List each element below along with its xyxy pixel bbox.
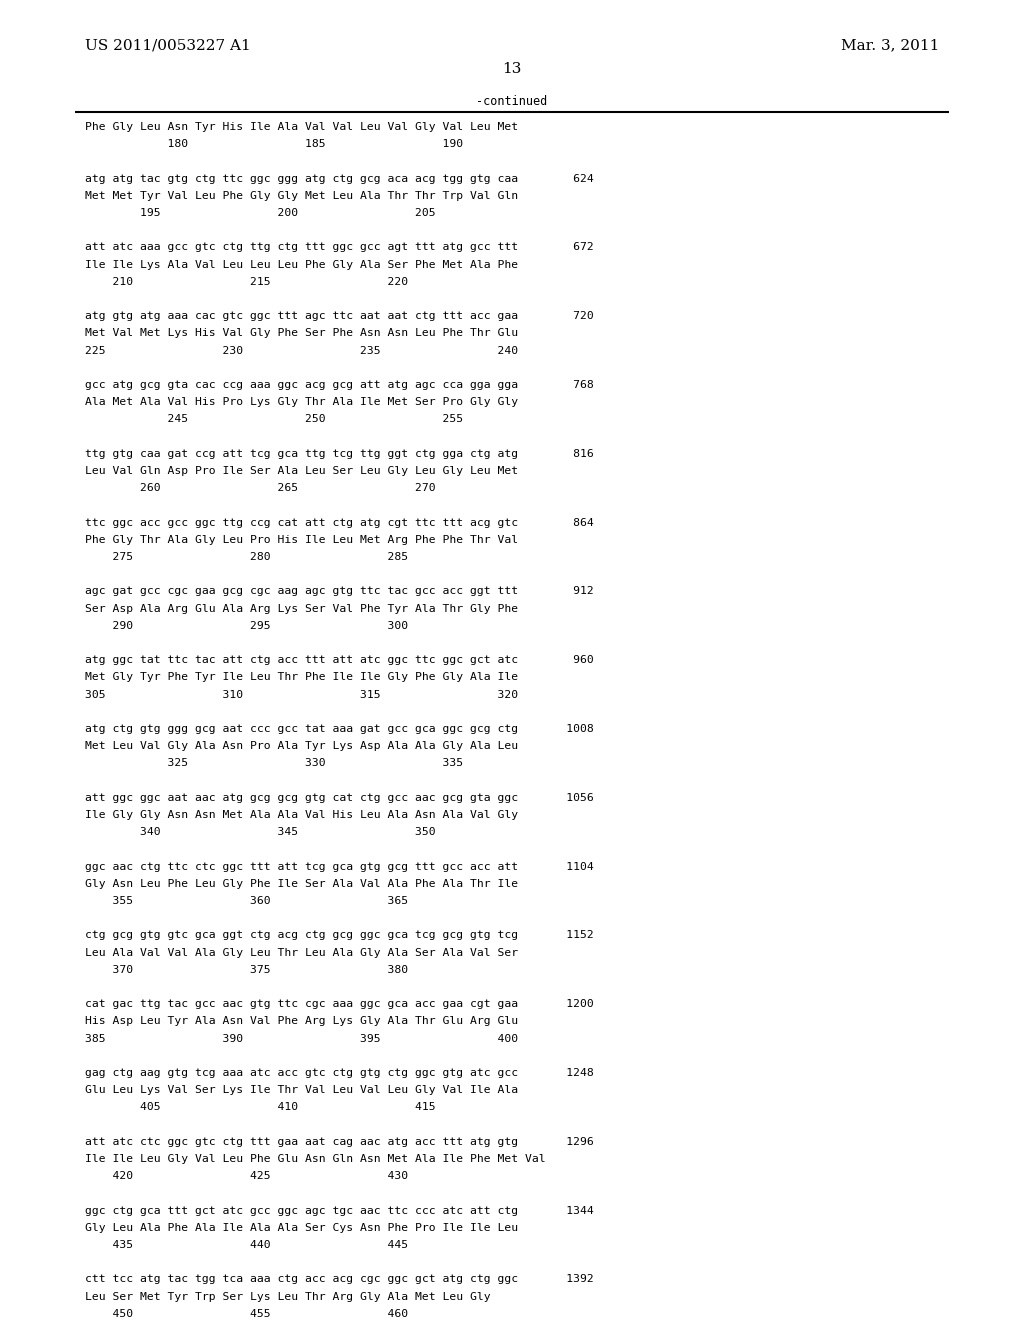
Text: Phe Gly Thr Ala Gly Leu Pro His Ile Leu Met Arg Phe Phe Thr Val: Phe Gly Thr Ala Gly Leu Pro His Ile Leu … xyxy=(85,535,518,545)
Text: gag ctg aag gtg tcg aaa atc acc gtc ctg gtg ctg ggc gtg atc gcc       1248: gag ctg aag gtg tcg aaa atc acc gtc ctg … xyxy=(85,1068,594,1078)
Text: 180                 185                 190: 180 185 190 xyxy=(85,139,463,149)
Text: 260                 265                 270: 260 265 270 xyxy=(85,483,435,494)
Text: Gly Asn Leu Phe Leu Gly Phe Ile Ser Ala Val Ala Phe Ala Thr Ile: Gly Asn Leu Phe Leu Gly Phe Ile Ser Ala … xyxy=(85,879,518,888)
Text: Met Gly Tyr Phe Tyr Ile Leu Thr Phe Ile Ile Gly Phe Gly Ala Ile: Met Gly Tyr Phe Tyr Ile Leu Thr Phe Ile … xyxy=(85,672,518,682)
Text: Leu Ala Val Val Ala Gly Leu Thr Leu Ala Gly Ala Ser Ala Val Ser: Leu Ala Val Val Ala Gly Leu Thr Leu Ala … xyxy=(85,948,518,957)
Text: ttg gtg caa gat ccg att tcg gca ttg tcg ttg ggt ctg gga ctg atg        816: ttg gtg caa gat ccg att tcg gca ttg tcg … xyxy=(85,449,594,459)
Text: Ala Met Ala Val His Pro Lys Gly Thr Ala Ile Met Ser Pro Gly Gly: Ala Met Ala Val His Pro Lys Gly Thr Ala … xyxy=(85,397,518,407)
Text: 210                 215                 220: 210 215 220 xyxy=(85,277,409,286)
Text: gcc atg gcg gta cac ccg aaa ggc acg gcg att atg agc cca gga gga        768: gcc atg gcg gta cac ccg aaa ggc acg gcg … xyxy=(85,380,594,389)
Text: ttc ggc acc gcc ggc ttg ccg cat att ctg atg cgt ttc ttt acg gtc        864: ttc ggc acc gcc ggc ttg ccg cat att ctg … xyxy=(85,517,594,528)
Text: att ggc ggc aat aac atg gcg gcg gtg cat ctg gcc aac gcg gta ggc       1056: att ggc ggc aat aac atg gcg gcg gtg cat … xyxy=(85,793,594,803)
Text: ctg gcg gtg gtc gca ggt ctg acg ctg gcg ggc gca tcg gcg gtg tcg       1152: ctg gcg gtg gtc gca ggt ctg acg ctg gcg … xyxy=(85,931,594,940)
Text: Ile Ile Leu Gly Val Leu Phe Glu Asn Gln Asn Met Ala Ile Phe Met Val: Ile Ile Leu Gly Val Leu Phe Glu Asn Gln … xyxy=(85,1154,546,1164)
Text: atg ggc tat ttc tac att ctg acc ttt att atc ggc ttc ggc gct atc        960: atg ggc tat ttc tac att ctg acc ttt att … xyxy=(85,655,594,665)
Text: Ile Gly Gly Asn Asn Met Ala Ala Val His Leu Ala Asn Ala Val Gly: Ile Gly Gly Asn Asn Met Ala Ala Val His … xyxy=(85,810,518,820)
Text: 13: 13 xyxy=(503,62,521,77)
Text: 195                 200                 205: 195 200 205 xyxy=(85,209,435,218)
Text: 405                 410                 415: 405 410 415 xyxy=(85,1102,435,1113)
Text: 450                 455                 460: 450 455 460 xyxy=(85,1309,409,1319)
Text: ggc ctg gca ttt gct atc gcc ggc agc tgc aac ttc ccc atc att ctg       1344: ggc ctg gca ttt gct atc gcc ggc agc tgc … xyxy=(85,1205,594,1216)
Text: Met Leu Val Gly Ala Asn Pro Ala Tyr Lys Asp Ala Ala Gly Ala Leu: Met Leu Val Gly Ala Asn Pro Ala Tyr Lys … xyxy=(85,742,518,751)
Text: -continued: -continued xyxy=(476,95,548,108)
Text: 245                 250                 255: 245 250 255 xyxy=(85,414,463,425)
Text: Met Val Met Lys His Val Gly Phe Ser Phe Asn Asn Leu Phe Thr Glu: Met Val Met Lys His Val Gly Phe Ser Phe … xyxy=(85,329,518,338)
Text: 225                 230                 235                 240: 225 230 235 240 xyxy=(85,346,518,355)
Text: agc gat gcc cgc gaa gcg cgc aag agc gtg ttc tac gcc acc ggt ttt        912: agc gat gcc cgc gaa gcg cgc aag agc gtg … xyxy=(85,586,594,597)
Text: Phe Gly Leu Asn Tyr His Ile Ala Val Val Leu Val Gly Val Leu Met: Phe Gly Leu Asn Tyr His Ile Ala Val Val … xyxy=(85,121,518,132)
Text: att atc ctc ggc gtc ctg ttt gaa aat cag aac atg acc ttt atg gtg       1296: att atc ctc ggc gtc ctg ttt gaa aat cag … xyxy=(85,1137,594,1147)
Text: Gly Leu Ala Phe Ala Ile Ala Ala Ser Cys Asn Phe Pro Ile Ile Leu: Gly Leu Ala Phe Ala Ile Ala Ala Ser Cys … xyxy=(85,1222,518,1233)
Text: Met Met Tyr Val Leu Phe Gly Gly Met Leu Ala Thr Thr Trp Val Gln: Met Met Tyr Val Leu Phe Gly Gly Met Leu … xyxy=(85,191,518,201)
Text: 305                 310                 315                 320: 305 310 315 320 xyxy=(85,689,518,700)
Text: Leu Val Gln Asp Pro Ile Ser Ala Leu Ser Leu Gly Leu Gly Leu Met: Leu Val Gln Asp Pro Ile Ser Ala Leu Ser … xyxy=(85,466,518,477)
Text: Ile Ile Lys Ala Val Leu Leu Leu Phe Gly Ala Ser Phe Met Ala Phe: Ile Ile Lys Ala Val Leu Leu Leu Phe Gly … xyxy=(85,260,518,269)
Text: cat gac ttg tac gcc aac gtg ttc cgc aaa ggc gca acc gaa cgt gaa       1200: cat gac ttg tac gcc aac gtg ttc cgc aaa … xyxy=(85,999,594,1010)
Text: 325                 330                 335: 325 330 335 xyxy=(85,759,463,768)
Text: 385                 390                 395                 400: 385 390 395 400 xyxy=(85,1034,518,1044)
Text: 370                 375                 380: 370 375 380 xyxy=(85,965,409,974)
Text: 420                 425                 430: 420 425 430 xyxy=(85,1171,409,1181)
Text: ctt tcc atg tac tgg tca aaa ctg acc acg cgc ggc gct atg ctg ggc       1392: ctt tcc atg tac tgg tca aaa ctg acc acg … xyxy=(85,1274,594,1284)
Text: Leu Ser Met Tyr Trp Ser Lys Leu Thr Arg Gly Ala Met Leu Gly: Leu Ser Met Tyr Trp Ser Lys Leu Thr Arg … xyxy=(85,1291,490,1302)
Text: att atc aaa gcc gtc ctg ttg ctg ttt ggc gcc agt ttt atg gcc ttt        672: att atc aaa gcc gtc ctg ttg ctg ttt ggc … xyxy=(85,243,594,252)
Text: atg ctg gtg ggg gcg aat ccc gcc tat aaa gat gcc gca ggc gcg ctg       1008: atg ctg gtg ggg gcg aat ccc gcc tat aaa … xyxy=(85,723,594,734)
Text: 340                 345                 350: 340 345 350 xyxy=(85,828,435,837)
Text: 355                 360                 365: 355 360 365 xyxy=(85,896,409,906)
Text: His Asp Leu Tyr Ala Asn Val Phe Arg Lys Gly Ala Thr Glu Arg Glu: His Asp Leu Tyr Ala Asn Val Phe Arg Lys … xyxy=(85,1016,518,1027)
Text: US 2011/0053227 A1: US 2011/0053227 A1 xyxy=(85,38,251,51)
Text: atg atg tac gtg ctg ttc ggc ggg atg ctg gcg aca acg tgg gtg caa        624: atg atg tac gtg ctg ttc ggc ggg atg ctg … xyxy=(85,174,594,183)
Text: 275                 280                 285: 275 280 285 xyxy=(85,552,409,562)
Text: atg gtg atg aaa cac gtc ggc ttt agc ttc aat aat ctg ttt acc gaa        720: atg gtg atg aaa cac gtc ggc ttt agc ttc … xyxy=(85,312,594,321)
Text: Mar. 3, 2011: Mar. 3, 2011 xyxy=(841,38,939,51)
Text: Ser Asp Ala Arg Glu Ala Arg Lys Ser Val Phe Tyr Ala Thr Gly Phe: Ser Asp Ala Arg Glu Ala Arg Lys Ser Val … xyxy=(85,603,518,614)
Text: 435                 440                 445: 435 440 445 xyxy=(85,1239,409,1250)
Text: 290                 295                 300: 290 295 300 xyxy=(85,620,409,631)
Text: Glu Leu Lys Val Ser Lys Ile Thr Val Leu Val Leu Gly Val Ile Ala: Glu Leu Lys Val Ser Lys Ile Thr Val Leu … xyxy=(85,1085,518,1096)
Text: ggc aac ctg ttc ctc ggc ttt att tcg gca gtg gcg ttt gcc acc att       1104: ggc aac ctg ttc ctc ggc ttt att tcg gca … xyxy=(85,862,594,871)
